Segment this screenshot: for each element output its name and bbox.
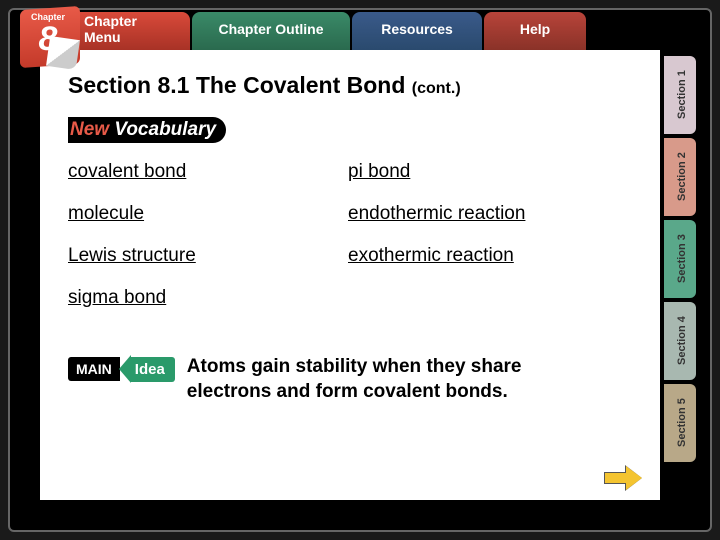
- vocab-term[interactable]: exothermic reaction: [348, 245, 632, 267]
- main-idea-text: Atoms gain stability when they share ele…: [187, 355, 587, 404]
- side-tab-section-5[interactable]: Section 5: [664, 384, 696, 462]
- new-vocabulary-badge: New Vocabulary: [68, 117, 226, 143]
- main-idea-main: MAIN: [68, 357, 120, 381]
- nav-resources[interactable]: Resources: [352, 12, 482, 50]
- vocab-term[interactable]: molecule: [68, 203, 348, 225]
- content-area: Section 8.1 The Covalent Bond (cont.) Ne…: [40, 50, 660, 500]
- chevron-left-icon: [119, 355, 131, 383]
- nav-help[interactable]: Help: [484, 12, 586, 50]
- side-tab-section-1[interactable]: Section 1: [664, 56, 696, 134]
- vocab-term[interactable]: covalent bond: [68, 161, 348, 183]
- vocab-term[interactable]: sigma bond: [68, 287, 348, 309]
- top-nav: Chapter Menu Chapter Outline Resources H…: [28, 12, 630, 50]
- main-idea-badge: MAIN Idea: [68, 355, 175, 383]
- new-vocab-text: Vocabulary: [109, 119, 216, 140]
- section-side-tabs: Section 1 Section 2 Section 3 Section 4 …: [664, 56, 696, 462]
- section-title: Section 8.1 The Covalent Bond (cont.): [68, 72, 632, 99]
- arrow-right-head-icon: [626, 466, 642, 490]
- arrow-right-icon: [604, 472, 628, 484]
- page-curl-icon: [46, 36, 80, 70]
- side-tab-section-3[interactable]: Section 3: [664, 220, 696, 298]
- main-idea-idea: Idea: [131, 357, 175, 382]
- slide-frame: Chapter 8 Chapter Menu Chapter Outline R…: [8, 8, 712, 532]
- next-arrow-button[interactable]: [604, 466, 644, 490]
- main-idea-row: MAIN Idea Atoms gain stability when they…: [68, 355, 632, 404]
- vocab-grid: covalent bond pi bond molecule endotherm…: [68, 161, 632, 309]
- side-tab-section-2[interactable]: Section 2: [664, 138, 696, 216]
- vocab-term[interactable]: pi bond: [348, 161, 632, 183]
- section-title-text: Section 8.1 The Covalent Bond: [68, 72, 405, 98]
- section-cont: (cont.): [412, 80, 461, 97]
- vocab-term[interactable]: endothermic reaction: [348, 203, 632, 225]
- side-tab-section-4[interactable]: Section 4: [664, 302, 696, 380]
- vocab-term[interactable]: Lewis structure: [68, 245, 348, 267]
- new-vocab-new: New: [70, 119, 109, 140]
- nav-chapter-outline[interactable]: Chapter Outline: [192, 12, 350, 50]
